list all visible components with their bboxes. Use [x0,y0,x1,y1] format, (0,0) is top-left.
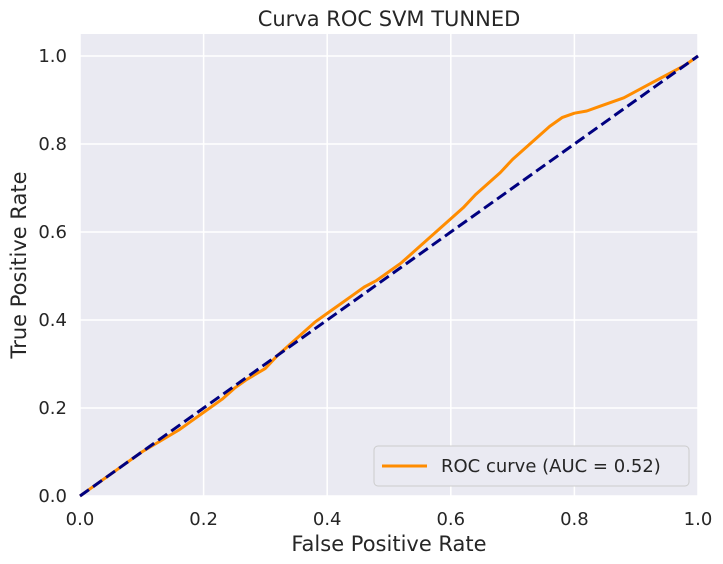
legend: ROC curve (AUC = 0.52) [373,445,690,487]
y-tick-label: 1.0 [38,46,67,67]
x-tick-label: 0.8 [560,509,589,530]
plot-background [80,34,698,496]
x-axis-label: False Positive Rate [291,532,486,556]
series-layer [79,54,699,498]
x-tick-label: 1.0 [684,509,713,530]
legend-label: ROC curve (AUC = 0.52) [441,456,661,477]
grid [79,34,699,497]
y-tick-label: 0.8 [38,134,67,155]
x-tick-label: 0.0 [66,509,95,530]
x-tick-label: 0.2 [189,509,218,530]
x-tick-label: 0.4 [313,509,342,530]
y-tick-label: 0.4 [38,310,67,331]
x-tick-label: 0.6 [436,509,465,530]
legend-box [373,445,690,487]
chart-title: Curva ROC SVM TUNNED [258,7,521,31]
y-tick-label: 0.0 [38,486,67,507]
y-axis-label: True Positive Rate [7,171,31,359]
ticks: 0.0 0.2 0.4 0.6 0.8 1.0 0.0 0.2 0.4 0.6 0.8 1.0 [38,46,712,530]
y-tick-label: 0.2 [38,398,67,419]
roc-curve-line [79,54,699,498]
y-tick-label: 0.6 [38,222,67,243]
chance-diagonal-line [79,54,699,498]
